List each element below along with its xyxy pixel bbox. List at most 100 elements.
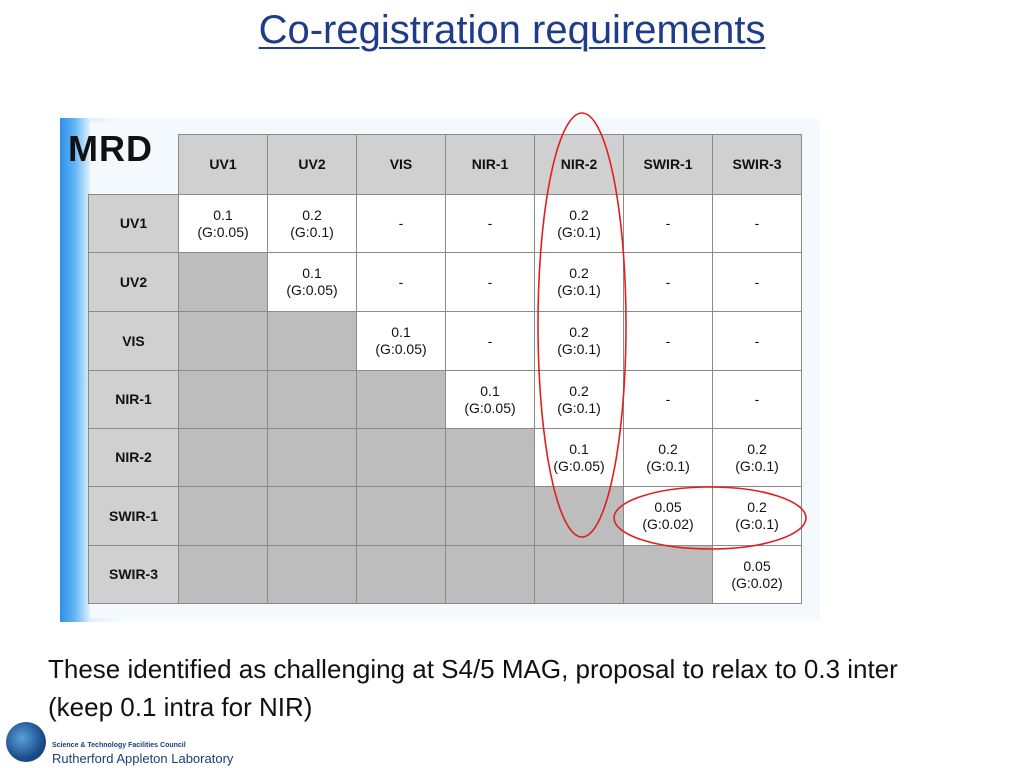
- table-cell: -: [356, 194, 446, 253]
- table-cell: 0.1 (G:0.05): [534, 428, 624, 487]
- table-cell-empty: [267, 370, 357, 429]
- cell-value: 0.2: [747, 499, 767, 515]
- table-cell: -: [623, 194, 713, 253]
- table-cell: -: [712, 370, 802, 429]
- row-header: VIS: [88, 311, 179, 371]
- cell-tolerance: (G:0.05): [197, 223, 249, 240]
- cell-value: 0.2: [747, 440, 767, 457]
- table-cell: 0.1 (G:0.05): [445, 370, 535, 429]
- table-cell: 0.2 (G:0.1): [534, 194, 624, 253]
- table-cell-empty: [267, 311, 357, 371]
- table-cell-empty: [178, 545, 268, 604]
- cell-tolerance: (G:0.02): [642, 516, 694, 532]
- table-cell: 0.05 (G:0.02): [712, 545, 802, 604]
- table-row: UV2 0.1 (G:0.05) - - 0.2 (G:0.1) - -: [88, 252, 802, 312]
- table-cell-empty: [623, 545, 713, 604]
- cell-tolerance: (G:0.05): [286, 282, 338, 298]
- logo-lab-text: Rutherford Appleton Laboratory: [52, 751, 234, 766]
- column-header: SWIR-3: [712, 134, 802, 195]
- cell-value: 0.2: [569, 324, 589, 340]
- table-cell-empty: [445, 486, 535, 546]
- cell-tolerance: (G:0.05): [553, 457, 605, 474]
- table-cell: -: [712, 311, 802, 371]
- table-row: NIR-2 0.1 (G:0.05) 0.2 (G:0.1) 0.2 (G:0.1): [88, 428, 802, 487]
- cell-tolerance: (G:0.1): [557, 399, 601, 416]
- row-header: NIR-1: [88, 370, 179, 429]
- table-cell: 0.2 (G:0.1): [623, 428, 713, 487]
- cell-tolerance: (G:0.05): [375, 341, 427, 357]
- table-cell: -: [445, 194, 535, 253]
- cell-value: 0.2: [302, 206, 322, 223]
- column-header: NIR-1: [445, 134, 535, 195]
- cell-value: 0.2: [569, 206, 589, 223]
- table-cell: -: [712, 252, 802, 312]
- swir1-row-highlight-ellipse: [613, 486, 807, 550]
- cell-value: -: [665, 332, 671, 349]
- table-cell-empty: [178, 370, 268, 429]
- column-header: SWIR-1: [623, 134, 713, 195]
- cell-value: 0.05: [654, 499, 682, 515]
- cell-value: -: [665, 273, 671, 290]
- table-cell: 0.05 (G:0.02): [623, 486, 713, 546]
- cell-value: -: [398, 215, 404, 231]
- table-cell: -: [623, 311, 713, 371]
- table-cell-empty: [445, 545, 535, 604]
- table-header-row: UV1 UV2 VIS NIR-1 NIR-2 SWIR-1 SWIR-3: [89, 134, 802, 195]
- body-text: These identified as challenging at S4/5 …: [48, 654, 898, 722]
- row-header: NIR-2: [88, 428, 179, 487]
- table-cell-empty: [178, 311, 268, 371]
- cell-value: -: [754, 391, 760, 407]
- cell-value: 0.05: [743, 557, 771, 574]
- table-cell: -: [623, 252, 713, 312]
- nir2-column-highlight-ellipse: [537, 112, 627, 538]
- table-cell-empty: [178, 486, 268, 546]
- table-cell: 0.2 (G:0.1): [267, 194, 357, 253]
- row-header: SWIR-3: [88, 545, 179, 604]
- stfc-logo-icon: [6, 722, 46, 762]
- cell-tolerance: (G:0.05): [464, 399, 516, 416]
- table-cell: 0.2 (G:0.1): [534, 370, 624, 429]
- cell-value: 0.2: [569, 382, 589, 399]
- column-header: NIR-2: [534, 134, 624, 195]
- table-cell: 0.2 (G:0.1): [534, 252, 624, 312]
- table-cell-empty: [356, 545, 446, 604]
- cell-value: 0.2: [658, 440, 678, 457]
- cell-value: -: [665, 391, 671, 407]
- table-cell: 0.2 (G:0.1): [712, 486, 802, 546]
- table-cell-empty: [445, 428, 535, 487]
- table-cell-empty: [178, 428, 268, 487]
- cell-value: 0.1: [213, 206, 233, 223]
- cell-value: -: [754, 332, 760, 349]
- cell-tolerance: (G:0.1): [557, 223, 601, 240]
- cell-tolerance: (G:0.1): [646, 457, 690, 474]
- slide-title: Co-registration requirements: [258, 8, 766, 52]
- cell-value: -: [487, 215, 493, 231]
- table-row: UV1 0.1 (G:0.05) 0.2 (G:0.1) - -0.2 (G:0.1) - -: [88, 194, 802, 253]
- table-cell: -: [445, 252, 535, 312]
- cell-value: -: [398, 273, 404, 290]
- cell-value: -: [665, 215, 671, 231]
- logo-council-text: Science & Technology Facilities Council: [52, 742, 186, 749]
- row-header: UV2: [88, 252, 179, 312]
- table-cell: 0.1 (G:0.05): [267, 252, 357, 312]
- cell-tolerance: (G:0.1): [290, 223, 334, 240]
- cell-value: -: [487, 273, 493, 290]
- row-header: UV1: [88, 194, 179, 253]
- cell-value: 0.1: [569, 440, 589, 457]
- column-header: VIS: [356, 134, 446, 195]
- row-header: SWIR-1: [88, 486, 179, 546]
- table-cell-empty: [267, 486, 357, 546]
- table-cell-empty: [534, 545, 624, 604]
- cell-value: 0.2: [569, 265, 589, 281]
- table-cell: -: [712, 194, 802, 253]
- cell-value: -: [754, 215, 760, 231]
- cell-value: 0.1: [391, 324, 411, 340]
- table-cell: 0.2 (G:0.1): [712, 428, 802, 487]
- cell-tolerance: (G:0.1): [735, 516, 779, 532]
- column-header: UV1: [178, 134, 268, 195]
- cell-tolerance: (G:0.1): [557, 282, 601, 298]
- cell-value: -: [487, 332, 493, 349]
- table-cell-empty: [267, 428, 357, 487]
- table-cell-empty: [267, 545, 357, 604]
